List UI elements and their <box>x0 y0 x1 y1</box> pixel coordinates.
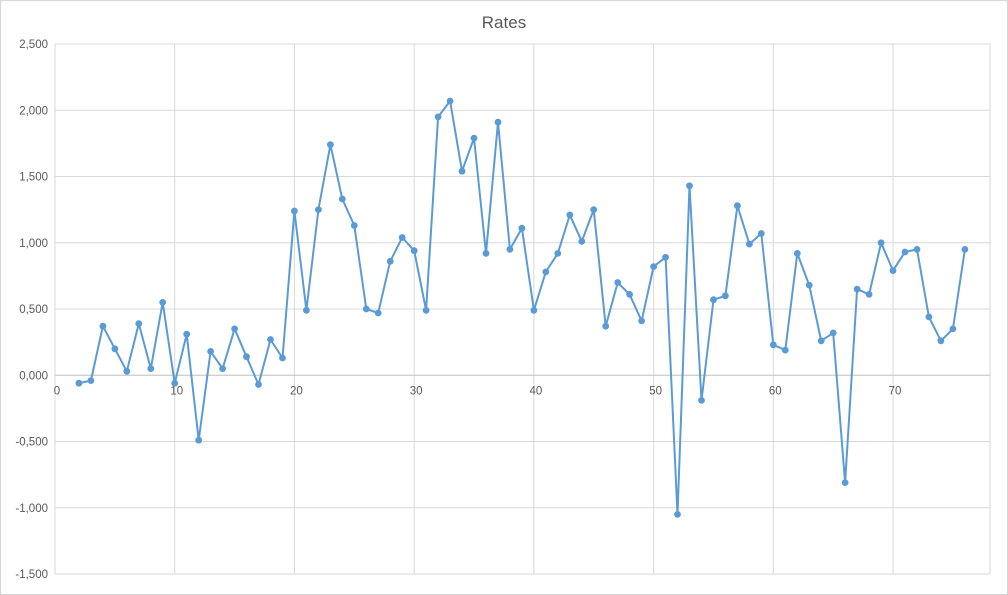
data-point-marker[interactable] <box>159 299 167 306</box>
data-point-marker[interactable] <box>554 250 562 257</box>
data-point-marker[interactable] <box>925 313 933 321</box>
data-point-marker[interactable] <box>219 365 227 372</box>
data-point-marker[interactable] <box>398 234 406 241</box>
y-tick-label: -1,000 <box>15 503 48 515</box>
data-point-marker[interactable] <box>638 317 645 325</box>
data-point-marker[interactable] <box>327 141 334 149</box>
data-point-marker[interactable] <box>769 341 777 349</box>
data-point-marker[interactable] <box>853 285 861 293</box>
data-point-marker[interactable] <box>315 206 322 214</box>
data-point-marker[interactable] <box>781 346 789 354</box>
data-point-marker[interactable] <box>207 348 215 355</box>
data-point-marker[interactable] <box>506 246 514 253</box>
data-point-marker[interactable] <box>243 353 250 361</box>
x-tick-label: 10 <box>170 385 183 397</box>
data-point-marker[interactable] <box>111 345 119 353</box>
data-point-marker[interactable] <box>757 230 765 237</box>
x-tick-label: 40 <box>529 385 542 397</box>
data-point-marker[interactable] <box>374 309 382 317</box>
data-point-marker[interactable] <box>183 330 191 338</box>
data-point-marker[interactable] <box>877 239 885 247</box>
data-point-marker[interactable] <box>614 279 622 286</box>
data-point-marker[interactable] <box>518 224 526 232</box>
data-point-marker[interactable] <box>195 436 203 444</box>
x-tick-label: 20 <box>290 385 303 397</box>
data-point-marker[interactable] <box>338 195 346 203</box>
data-point-marker[interactable] <box>75 379 83 387</box>
data-point-marker[interactable] <box>482 250 490 257</box>
data-point-marker[interactable] <box>722 292 729 300</box>
data-point-marker[interactable] <box>279 354 286 362</box>
data-point-marker[interactable] <box>793 250 801 257</box>
y-tick-label: 1,500 <box>19 172 48 184</box>
data-point-marker[interactable] <box>710 296 717 304</box>
x-tick-label: 60 <box>769 385 782 397</box>
data-point-marker[interactable] <box>650 263 657 270</box>
x-tick-label: 30 <box>410 385 423 397</box>
data-point-marker[interactable] <box>686 182 693 190</box>
y-tick-label: 1,000 <box>19 238 48 250</box>
data-point-marker[interactable] <box>841 479 849 486</box>
data-point-marker[interactable] <box>889 267 897 274</box>
x-tick-label: 50 <box>649 385 662 397</box>
data-point-marker[interactable] <box>494 118 502 126</box>
y-tick-label: 0,000 <box>19 370 48 382</box>
data-point-marker[interactable] <box>410 247 418 255</box>
data-point-marker[interactable] <box>470 134 478 142</box>
data-point-marker[interactable] <box>255 381 262 388</box>
data-point-marker[interactable] <box>123 367 131 375</box>
data-point-marker[interactable] <box>578 238 586 245</box>
tick-labels-layer: 2,500 2,000 1,500 1,000 0,500 0,000 -0,500 -1,0… <box>15 39 901 581</box>
data-point-marker[interactable] <box>362 305 370 313</box>
data-point-marker[interactable] <box>231 325 239 333</box>
x-tick-label: 70 <box>889 385 902 397</box>
data-point-marker[interactable] <box>746 240 753 248</box>
y-tick-label: 2,000 <box>19 105 48 117</box>
data-point-marker[interactable] <box>829 329 837 337</box>
data-point-marker[interactable] <box>458 167 466 175</box>
data-point-marker[interactable] <box>805 281 813 289</box>
data-point-marker[interactable] <box>961 246 969 253</box>
data-point-marker[interactable] <box>147 365 155 372</box>
data-point-marker[interactable] <box>674 511 681 518</box>
data-point-marker[interactable] <box>590 206 598 214</box>
gridlines-layer <box>54 43 991 575</box>
data-point-marker[interactable] <box>267 336 274 343</box>
series-layer <box>75 97 969 518</box>
data-point-marker[interactable] <box>350 222 358 229</box>
data-point-marker[interactable] <box>602 322 610 330</box>
data-point-marker[interactable] <box>901 248 909 256</box>
data-point-marker[interactable] <box>446 97 454 105</box>
data-point-marker[interactable] <box>937 337 945 345</box>
x-tick-label: 0 <box>54 385 60 397</box>
data-point-marker[interactable] <box>734 202 741 210</box>
data-point-marker[interactable] <box>698 397 705 404</box>
data-point-marker[interactable] <box>87 377 95 384</box>
data-point-marker[interactable] <box>303 306 310 314</box>
chart-title: Rates <box>482 13 526 32</box>
data-point-marker[interactable] <box>626 291 633 298</box>
data-point-marker[interactable] <box>817 337 825 345</box>
data-point-marker[interactable] <box>135 320 143 327</box>
data-point-marker[interactable] <box>171 379 179 387</box>
data-point-marker[interactable] <box>566 211 574 219</box>
data-point-marker[interactable] <box>434 113 442 121</box>
data-point-marker[interactable] <box>386 257 394 265</box>
y-tick-label: 0,500 <box>19 304 48 316</box>
y-tick-label: -1,500 <box>15 569 48 581</box>
data-point-marker[interactable] <box>542 268 550 276</box>
y-tick-label: 2,500 <box>19 39 48 51</box>
data-point-marker[interactable] <box>913 246 921 253</box>
data-point-marker[interactable] <box>865 291 873 298</box>
data-point-marker[interactable] <box>662 253 669 261</box>
y-tick-label: -0,500 <box>15 437 48 449</box>
data-point-marker[interactable] <box>422 306 430 314</box>
data-point-marker[interactable] <box>99 322 107 330</box>
data-point-marker[interactable] <box>949 325 957 333</box>
data-point-marker[interactable] <box>291 207 298 215</box>
data-point-marker[interactable] <box>530 306 538 314</box>
